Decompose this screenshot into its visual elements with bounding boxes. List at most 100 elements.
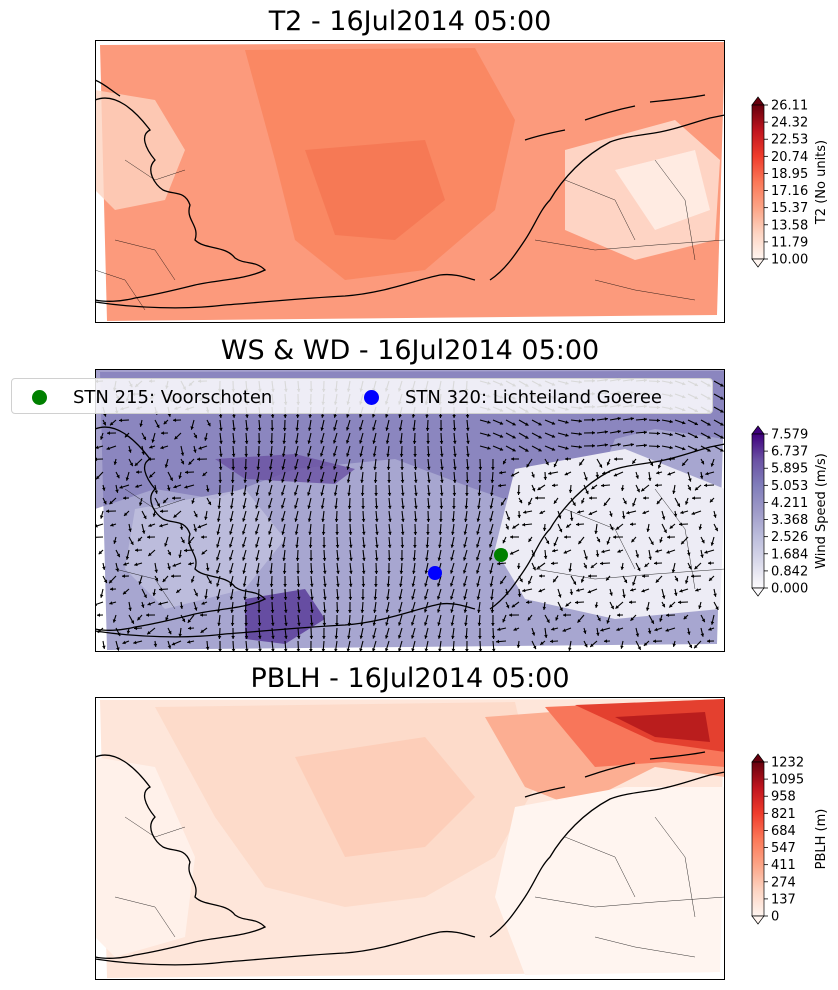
wind-vector-head <box>193 449 197 453</box>
wind-vector-head <box>452 415 456 418</box>
wind-vector-head <box>606 541 610 545</box>
wind-vector-head <box>188 461 192 465</box>
wind-vector-head <box>334 518 339 522</box>
wind-vector-head <box>411 596 415 600</box>
wind-vector-head <box>141 604 145 608</box>
wind-vector-head <box>308 544 313 548</box>
wind-vector-head <box>228 557 233 561</box>
pblh-coastlines <box>95 751 725 966</box>
wind-vector-head <box>669 604 673 608</box>
wind-vector-head <box>426 505 431 509</box>
t2-colorbar-svg: 10.00 11.79 13.58 15.37 17.16 18.95 20.74 22.53… <box>751 96 829 268</box>
wind-vector-head <box>358 427 363 431</box>
wind-vector-head <box>153 643 158 647</box>
wind-vector-head <box>426 518 431 522</box>
wind-vector-head <box>653 639 657 643</box>
wind-vector-head <box>103 413 107 417</box>
wind-vector-head <box>413 518 418 522</box>
wind-vector-head <box>565 603 569 607</box>
wind-vector-head <box>398 414 402 418</box>
wind-vector-head <box>362 544 366 548</box>
wind-vector-head <box>617 429 621 434</box>
wind-colorbar-tick-label: 3.368 <box>771 513 808 528</box>
wind-vector-head <box>517 514 521 518</box>
wind-vector-head <box>616 526 620 530</box>
wind-vector-head <box>688 565 692 570</box>
wind-vector-head <box>499 447 504 451</box>
wind-vector-head <box>632 460 636 464</box>
wind-vector-head <box>178 633 182 637</box>
wind-vector-head <box>333 466 337 470</box>
wind-vector-head <box>643 430 647 435</box>
wind-vector-head <box>173 484 177 489</box>
wind-vector-head <box>281 544 286 548</box>
wind-vector-head <box>361 518 366 522</box>
wind-vector-head <box>399 440 403 444</box>
wind-vector-head <box>215 570 220 574</box>
wind-vector-head <box>218 649 222 652</box>
wind-vector-head <box>439 428 443 431</box>
wind-vector-head <box>307 427 312 431</box>
wind-vector-head <box>465 479 470 483</box>
wind-vector-head <box>511 604 516 608</box>
t2-land-coolest <box>615 150 710 230</box>
wind-vector-head <box>320 492 324 496</box>
wind-vector-head <box>506 517 511 521</box>
wind-vector-head <box>437 609 441 613</box>
wind-vector-head <box>663 529 667 533</box>
wind-vector-head <box>478 636 482 639</box>
wind-vector-head <box>283 596 288 600</box>
wind-vector-head <box>154 569 158 573</box>
wind-vector-head <box>579 462 583 466</box>
wind-vector-head <box>125 556 130 560</box>
wind-vector-head <box>268 505 272 509</box>
legend-item-voorschoten: STN 215: Voorschoten <box>32 386 272 408</box>
wind-vector-head <box>255 544 259 548</box>
wind-vector-head <box>109 601 113 605</box>
wind-vector-head <box>385 609 390 613</box>
wind-vector-head <box>179 526 184 530</box>
wind-vector-head <box>171 574 174 578</box>
wind-vector-head <box>204 595 208 599</box>
wind-vector-head <box>558 594 562 598</box>
wind-vector-head <box>281 518 285 522</box>
wind-vector-head <box>181 618 185 622</box>
wind-vector-head <box>336 570 340 574</box>
wind-vector-head <box>388 531 392 535</box>
wind-vector-head <box>642 574 645 578</box>
wind-vector-head <box>124 512 128 516</box>
wind-vector-head <box>522 522 526 527</box>
wind-vector-head <box>572 581 576 585</box>
wind-vector-head <box>147 602 151 606</box>
wind-vector-head <box>359 414 363 418</box>
wind-vector-head <box>137 537 142 542</box>
wind-vector-head <box>333 427 337 431</box>
wind-vector-head <box>464 518 468 522</box>
wind-vector-head <box>672 643 676 647</box>
wind-vector-head <box>425 544 430 548</box>
wind-vector-head <box>539 574 542 578</box>
wind-vector-head <box>425 557 429 561</box>
pblh-borders <box>114 816 725 958</box>
wind-vector-head <box>255 557 259 561</box>
wind-vector-head <box>197 457 200 461</box>
wind-vector-head <box>516 491 521 495</box>
wind-vector-head <box>232 440 236 444</box>
wind-vector-head <box>565 457 568 461</box>
wind-vector-head <box>320 453 324 457</box>
wind-vector-head <box>297 622 301 626</box>
wind-vector-head <box>360 609 365 613</box>
wind-vector-head <box>667 472 671 476</box>
wind-vector-head <box>440 466 444 470</box>
wind-vector-head <box>307 505 311 509</box>
wind-vector-head <box>674 577 678 582</box>
wind-vector-head <box>320 479 324 483</box>
wind-vector-head <box>669 419 673 424</box>
wind-vector-head <box>412 440 417 444</box>
wind-vector-head <box>372 427 376 431</box>
wind-vector-head <box>201 601 205 605</box>
wind-vector-head <box>270 414 275 418</box>
wind-vector-head <box>218 466 223 470</box>
wind-vector-head <box>452 506 456 509</box>
wind-vector-head <box>219 427 223 431</box>
